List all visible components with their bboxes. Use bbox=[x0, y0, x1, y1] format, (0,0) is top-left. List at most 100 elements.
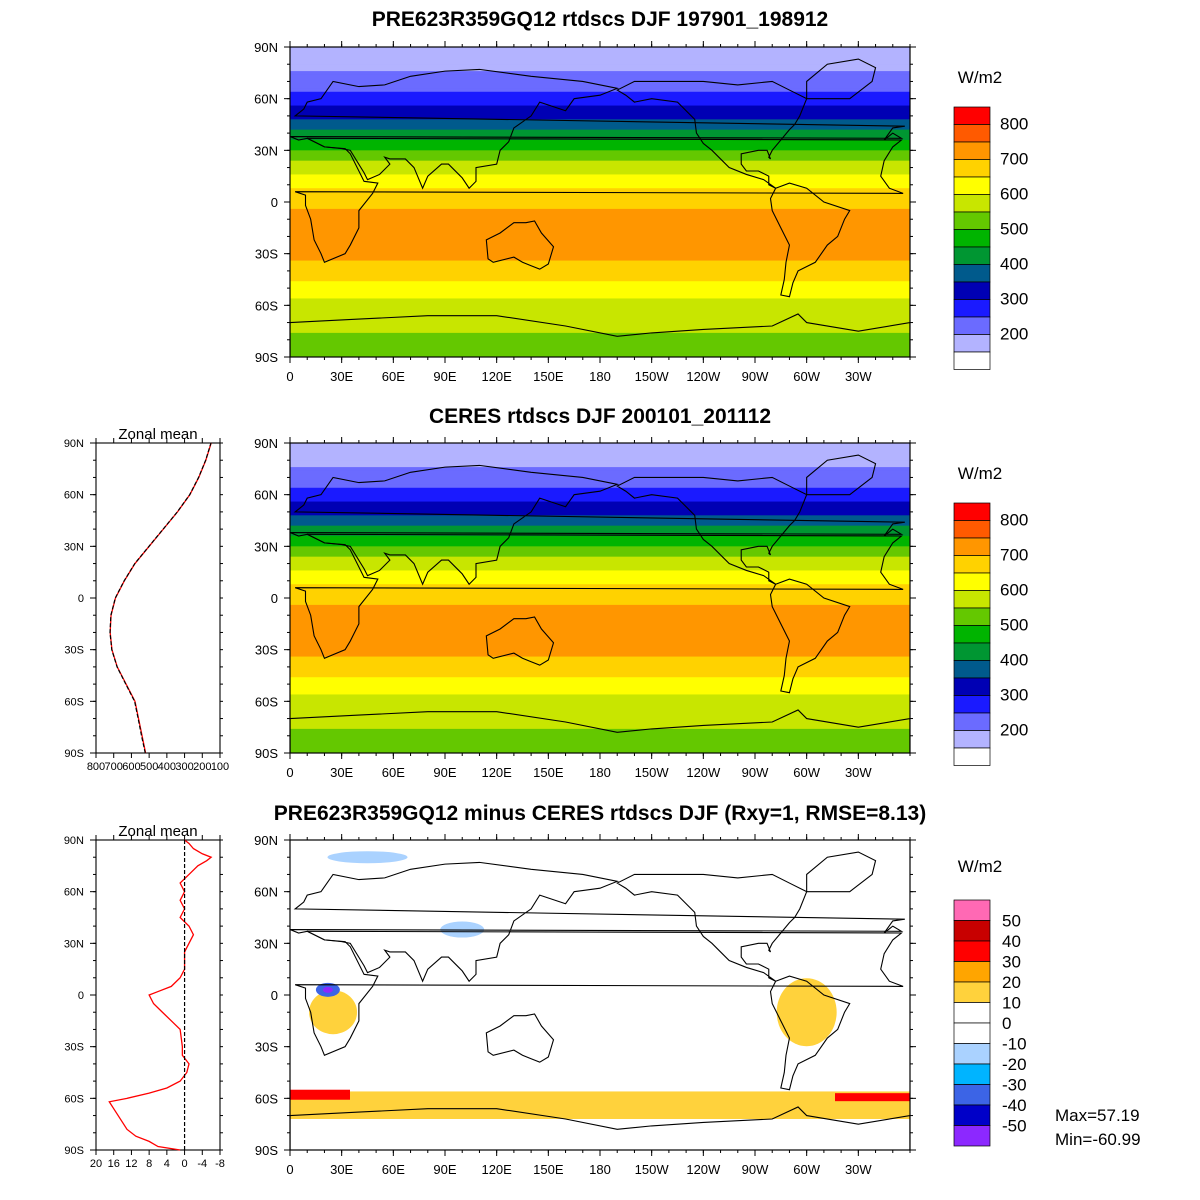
zonal-band-1 bbox=[290, 680, 910, 685]
colorbar-box-1 bbox=[953, 625, 991, 644]
diff-negative-core bbox=[322, 986, 333, 993]
zonal-band-1 bbox=[290, 587, 910, 592]
x-tick-label-1: 120E bbox=[481, 765, 512, 780]
zonal-band-1 bbox=[290, 508, 910, 513]
zonal-band-1 bbox=[290, 725, 910, 730]
zonal-band-1 bbox=[290, 677, 910, 682]
coastline-2 bbox=[294, 930, 904, 1057]
colorbar-label-1: 200 bbox=[1000, 721, 1028, 740]
x-tick-label-1: 90W bbox=[742, 765, 769, 780]
zonal-band-0 bbox=[290, 343, 910, 348]
zonal-y-label-1: 60N bbox=[64, 490, 84, 502]
colorbar-box-2 bbox=[953, 1084, 991, 1106]
zonal-band-1 bbox=[290, 511, 910, 516]
zonal-band-0 bbox=[290, 298, 910, 303]
zonal-band-1 bbox=[290, 642, 910, 647]
zonal-band-0 bbox=[290, 284, 910, 289]
coastline-2 bbox=[187, 852, 256, 892]
zonal-band-1 bbox=[290, 691, 910, 695]
zonal-band-0 bbox=[290, 270, 910, 275]
x-tick-label-0: 30E bbox=[330, 369, 353, 384]
zonal-band-1 bbox=[290, 522, 910, 527]
y-tick-label-1: 30N bbox=[254, 539, 278, 554]
zonal-band-1 bbox=[290, 501, 910, 506]
zonal-band-1 bbox=[290, 615, 910, 620]
diff-samerica-patch bbox=[776, 978, 837, 1047]
zonal-band-0 bbox=[290, 181, 910, 186]
colorbar-box-1 bbox=[953, 642, 991, 661]
zonal-mean-title-2: Zonal mean bbox=[118, 823, 197, 840]
x-tick-label-2: 30W bbox=[845, 1162, 872, 1177]
zonal-y-label-2: 90S bbox=[64, 1145, 84, 1157]
x-tick-label-0: 30W bbox=[845, 369, 872, 384]
coastline-1 bbox=[909, 532, 910, 534]
zonal-band-0 bbox=[290, 260, 910, 265]
colorbar-box-2 bbox=[953, 899, 991, 921]
zonal-band-1 bbox=[290, 480, 910, 485]
zonal-band-0 bbox=[290, 57, 910, 62]
zonal-band-1 bbox=[290, 746, 910, 751]
zonal-band-0 bbox=[290, 98, 910, 103]
zonal-band-1 bbox=[290, 735, 910, 740]
colorbar-label-0: 700 bbox=[1000, 150, 1028, 169]
coastline-0 bbox=[290, 313, 910, 357]
y-tick-label-2: 60N bbox=[254, 885, 278, 900]
zonal-band-1 bbox=[290, 449, 910, 454]
coastline-2 bbox=[290, 1106, 910, 1150]
zonal-band-0 bbox=[290, 353, 910, 357]
colorbar-label-2: 30 bbox=[1002, 953, 1021, 972]
colorbar-label-2: -30 bbox=[1002, 1076, 1027, 1095]
zonal-band-0 bbox=[290, 350, 910, 355]
colorbar-label-0: 400 bbox=[1000, 255, 1028, 274]
colorbar-box-0 bbox=[953, 246, 991, 265]
colorbar-label-2: -20 bbox=[1002, 1055, 1027, 1074]
x-tick-label-2: 150E bbox=[533, 1162, 564, 1177]
zonal-band-0 bbox=[290, 291, 910, 296]
x-tick-label-2: 60W bbox=[793, 1162, 820, 1177]
colorbar-label-2: 50 bbox=[1002, 912, 1021, 931]
coastline-0 bbox=[485, 220, 555, 270]
coastline-0 bbox=[806, 58, 877, 100]
map-content-0 bbox=[290, 47, 910, 357]
colorbar-box-0 bbox=[953, 159, 991, 178]
coastline-2 bbox=[290, 861, 905, 983]
coastline-1 bbox=[290, 464, 905, 586]
zonal-band-1 bbox=[290, 443, 910, 447]
x-tick-label-1: 150E bbox=[533, 765, 564, 780]
diff-africa-patch bbox=[309, 990, 358, 1035]
zonal-band-1 bbox=[290, 567, 910, 571]
y-tick-label-1: 90S bbox=[255, 746, 278, 761]
zonal-band-1 bbox=[290, 542, 910, 547]
zonal-band-0 bbox=[290, 198, 910, 203]
zonal-y-label-1: 0 bbox=[78, 593, 84, 605]
zonal-band-1 bbox=[290, 460, 910, 465]
x-tick-label-0: 90E bbox=[433, 369, 456, 384]
zonal-mean-frame-2 bbox=[95, 839, 221, 1151]
colorbar-label-0: 600 bbox=[1000, 185, 1028, 204]
coastline-0 bbox=[909, 136, 910, 138]
zonal-band-0 bbox=[290, 336, 910, 341]
colorbar-units-2: W/m2 bbox=[958, 857, 1002, 876]
zonal-band-0 bbox=[290, 126, 910, 131]
zonal-y-label-2: 60S bbox=[64, 1093, 84, 1105]
zonal-band-0 bbox=[290, 346, 910, 351]
coastline-1 bbox=[290, 717, 291, 753]
colorbar-units-1: W/m2 bbox=[958, 464, 1002, 483]
zonal-band-1 bbox=[290, 663, 910, 668]
zonal-band-0 bbox=[290, 164, 910, 169]
coastline-0 bbox=[290, 68, 905, 190]
zonal-band-1 bbox=[290, 463, 910, 468]
zonal-mean-frame-1 bbox=[95, 442, 221, 754]
y-tick-label-1: 90N bbox=[254, 436, 278, 451]
zonal-x-label-2: -4 bbox=[197, 1158, 207, 1170]
x-tick-label-0: 120W bbox=[686, 369, 721, 384]
zonal-band-0 bbox=[290, 236, 910, 241]
zonal-band-0 bbox=[290, 202, 910, 206]
zonal-x-label-1: 600 bbox=[122, 761, 140, 773]
colorbar-box-2 bbox=[953, 1002, 991, 1024]
zonal-x-label-1: 300 bbox=[175, 761, 193, 773]
coastline-2 bbox=[909, 929, 910, 931]
colorbar-label-1: 300 bbox=[1000, 686, 1028, 705]
zonal-band-1 bbox=[290, 701, 910, 706]
zonal-band-1 bbox=[290, 622, 910, 627]
